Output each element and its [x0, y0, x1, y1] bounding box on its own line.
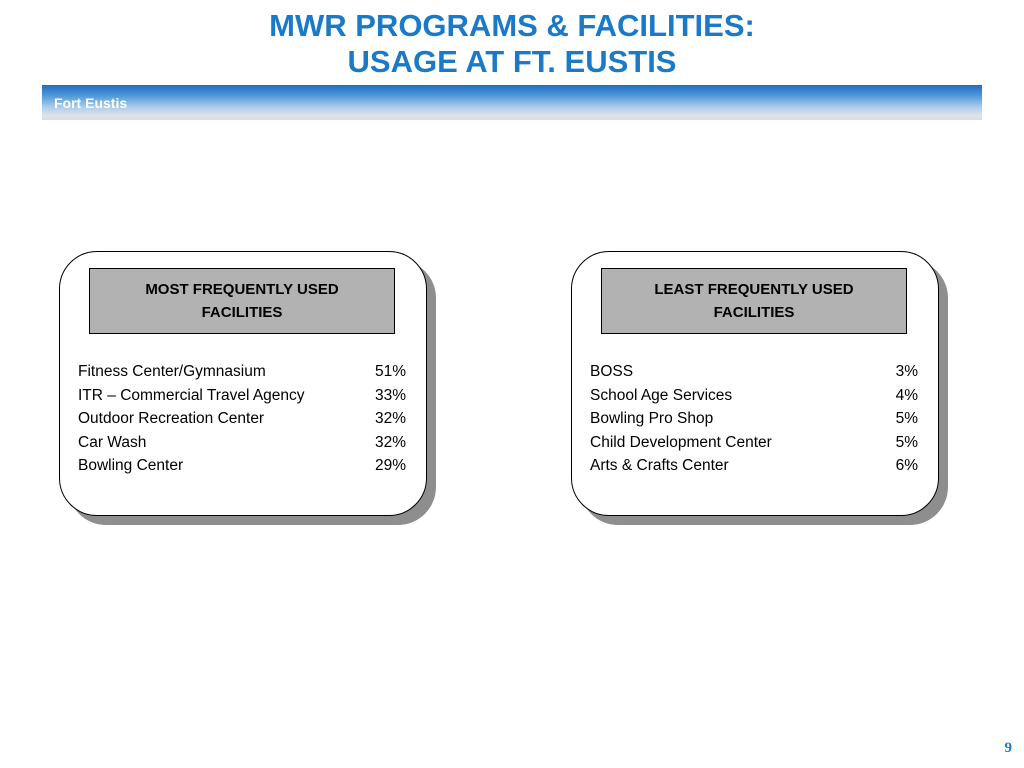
least-used-header-line-1: LEAST FREQUENTLY USED [654, 281, 854, 298]
list-item: Outdoor Recreation Center 32% [78, 407, 406, 431]
usage-percent: 32% [374, 410, 406, 428]
most-used-header-line-1: MOST FREQUENTLY USED [145, 281, 339, 298]
list-item: Child Development Center 5% [590, 431, 918, 455]
slide-title-line-1: MWR PROGRAMS & FACILITIES: [269, 8, 755, 43]
facility-name: Car Wash [78, 433, 147, 451]
least-used-header-line-2: FACILITIES [713, 304, 795, 321]
usage-percent: 51% [374, 363, 406, 380]
facility-name: Arts & Crafts Center [590, 457, 729, 475]
facility-name: School Age Services [590, 386, 733, 404]
list-item: ITR – Commercial Travel Agency 33% [78, 384, 406, 408]
usage-percent: 3% [895, 363, 918, 380]
least-used-panel-header: LEAST FREQUENTLY USED FACILITIES [601, 268, 907, 334]
list-item: BOSS 3% [590, 360, 918, 384]
banner-label: Fort Eustis [54, 95, 128, 111]
facility-name: BOSS [590, 363, 634, 380]
list-item: School Age Services 4% [590, 384, 918, 408]
list-item: Fitness Center/Gymnasium 51% [78, 360, 406, 384]
facility-name: Outdoor Recreation Center [78, 410, 265, 428]
most-used-list: Fitness Center/Gymnasium 51% ITR – Comme… [78, 360, 406, 478]
usage-percent: 29% [374, 457, 406, 475]
facility-name: Bowling Pro Shop [590, 410, 714, 428]
least-used-list: BOSS 3% School Age Services 4% Bowling P… [590, 360, 918, 478]
most-used-header-line-2: FACILITIES [201, 304, 283, 321]
list-item: Car Wash 32% [78, 431, 406, 455]
slide-title: MWR PROGRAMS & FACILITIES: USAGE AT FT. … [0, 8, 1024, 80]
list-item: Arts & Crafts Center 6% [590, 454, 918, 478]
list-item: Bowling Center 29% [78, 454, 406, 478]
facility-name: Fitness Center/Gymnasium [78, 363, 266, 380]
least-used-panel: LEAST FREQUENTLY USED FACILITIES BOSS 3%… [571, 251, 939, 516]
most-used-panel-header: MOST FREQUENTLY USED FACILITIES [89, 268, 395, 334]
list-item: Bowling Pro Shop 5% [590, 407, 918, 431]
usage-percent: 5% [895, 433, 918, 451]
usage-percent: 32% [374, 433, 406, 451]
usage-percent: 6% [895, 457, 918, 475]
facility-name: Child Development Center [590, 433, 772, 451]
facility-name: Bowling Center [78, 457, 184, 475]
facility-name: ITR – Commercial Travel Agency [78, 386, 305, 404]
most-used-panel: MOST FREQUENTLY USED FACILITIES Fitness … [59, 251, 427, 516]
header-banner: Fort Eustis [42, 85, 982, 120]
page-number: 9 [1004, 740, 1013, 756]
slide-title-line-2: USAGE AT FT. EUSTIS [347, 44, 677, 79]
usage-percent: 5% [895, 410, 918, 428]
usage-percent: 33% [374, 386, 406, 404]
usage-percent: 4% [895, 386, 918, 404]
